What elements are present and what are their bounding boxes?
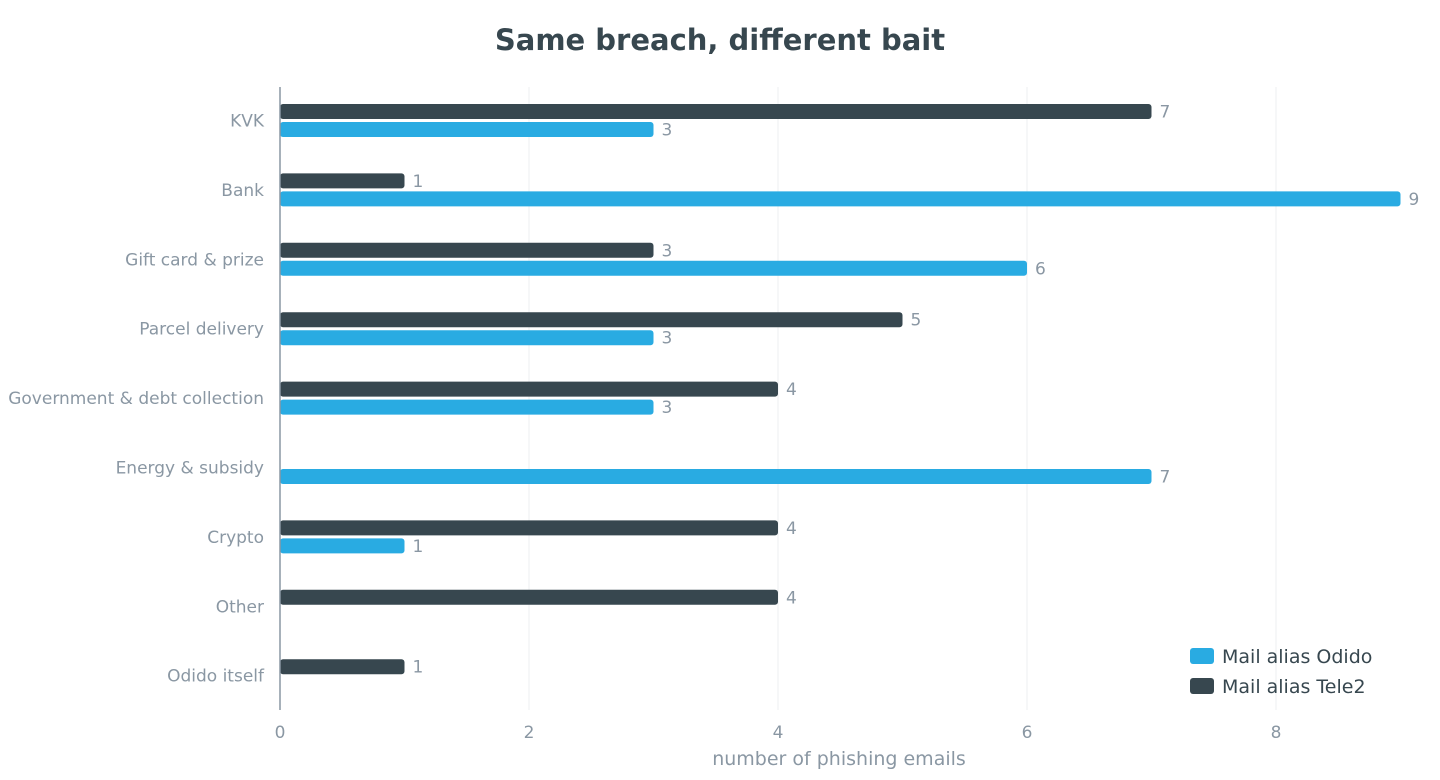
bar — [280, 242, 654, 258]
x-tick-labels: 0 2 4 6 8 — [275, 723, 1282, 743]
bar-value-label: 1 — [413, 658, 424, 678]
bar-value-label: 7 — [1160, 468, 1171, 488]
bar-value-label: 9 — [1409, 190, 1420, 210]
bar-value-label: 3 — [662, 398, 673, 418]
category-label: Government & debt collection — [8, 389, 264, 409]
x-tick-label: 4 — [773, 723, 784, 743]
bar — [280, 312, 903, 328]
bar — [280, 260, 1027, 276]
legend-swatch — [1190, 678, 1214, 694]
x-tick-label: 2 — [524, 723, 535, 743]
bar — [280, 399, 654, 415]
bar — [280, 538, 405, 554]
bar — [280, 104, 1152, 119]
bar — [280, 520, 778, 536]
chart-title: Same breach, different bait — [495, 23, 945, 57]
bar — [280, 469, 1152, 484]
bar — [280, 173, 405, 189]
category-label: Other — [216, 597, 264, 617]
bar — [280, 659, 405, 675]
x-axis-label: number of phishing emails — [712, 748, 966, 770]
bar-value-label: 4 — [786, 380, 797, 400]
bar — [280, 191, 1401, 207]
category-label: Crypto — [207, 528, 264, 548]
category-label: Odido itself — [167, 667, 265, 687]
bar — [280, 330, 654, 346]
legend: Mail alias Odido Mail alias Tele2 — [1190, 646, 1372, 698]
bar-value-label: 1 — [413, 537, 424, 557]
bar — [280, 381, 778, 397]
bar-value-label: 1 — [413, 172, 424, 192]
bar-value-label: 4 — [786, 519, 797, 539]
bar-value-label: 3 — [662, 241, 673, 261]
grid-lines — [528, 87, 1277, 710]
bar-value-label: 5 — [911, 311, 922, 331]
category-label: KVK — [230, 112, 265, 132]
legend-label: Mail alias Tele2 — [1222, 676, 1366, 698]
legend-swatch — [1190, 648, 1214, 664]
x-tick-label: 6 — [1022, 723, 1033, 743]
category-label: Parcel delivery — [139, 320, 264, 340]
category-labels: KVK Bank Gift card & prize Parcel delivery G… — [8, 112, 265, 687]
bar-value-label: 3 — [662, 121, 673, 141]
legend-label: Mail alias Odido — [1222, 646, 1372, 668]
x-tick-label: 0 — [275, 723, 286, 743]
category-label: Bank — [221, 181, 264, 201]
category-label: Gift card & prize — [125, 250, 264, 270]
bar — [280, 589, 778, 605]
bar-value-label: 4 — [786, 588, 797, 608]
bar — [280, 122, 654, 137]
category-label: Energy & subsidy — [116, 459, 264, 479]
bars: 7 3 1 9 3 6 5 3 4 3 7 4 1 4 1 — [280, 103, 1419, 678]
bar-value-label: 6 — [1035, 259, 1046, 279]
bar-value-label: 7 — [1160, 103, 1171, 123]
x-tick-label: 8 — [1271, 723, 1282, 743]
bar-value-label: 3 — [662, 329, 673, 349]
